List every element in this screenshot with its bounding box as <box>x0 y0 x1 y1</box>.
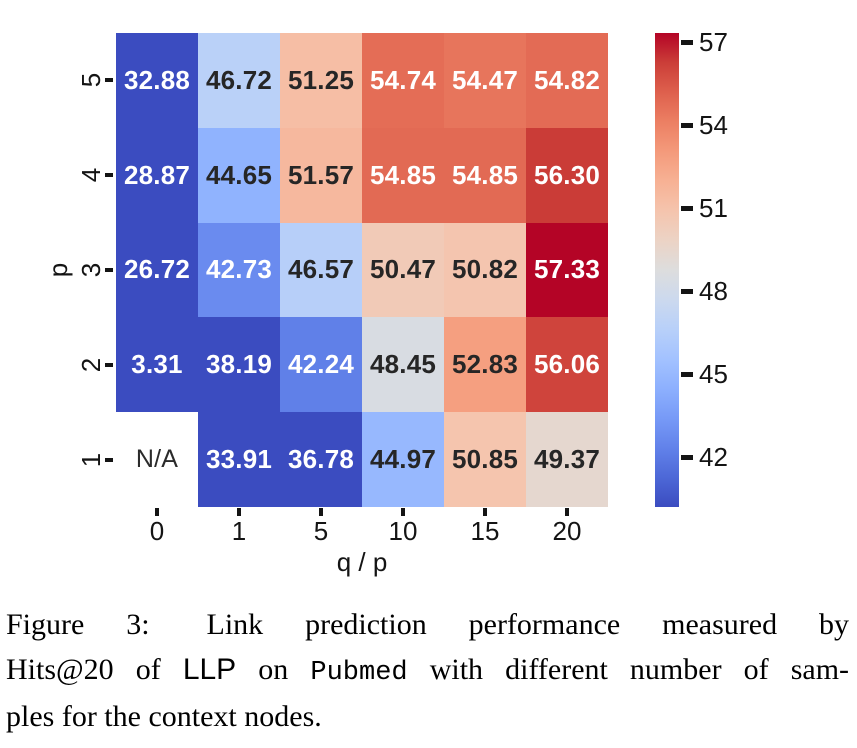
x-tick-label: 0 <box>149 515 165 546</box>
heatmap-grid: 32.88 46.72 51.25 54.74 54.47 54.82 28.87 44.65… <box>116 33 608 507</box>
x-tick-label: 10 <box>388 515 418 546</box>
colorbar-tick-mark <box>681 454 693 460</box>
heatmap-cell-p4-x20: 56.30 <box>526 127 608 223</box>
heatmap-cell-p4-x0: 28.87 <box>116 127 198 223</box>
caption-line-3: ples for the context nodes. <box>6 695 849 740</box>
heatmap-cell-p1-x5: 36.78 <box>280 412 362 507</box>
x-tick-label: 20 <box>552 515 582 546</box>
x-axis-label: q / p <box>336 546 388 577</box>
colorbar-tick-mark <box>681 122 693 128</box>
caption-segment-serif: Hits@20 of <box>6 652 161 686</box>
y-tick-mark <box>105 78 113 83</box>
caption-segment-sans: LLP <box>182 652 237 686</box>
x-tick-label: 15 <box>470 515 500 546</box>
x-tick-label: 5 <box>313 515 329 546</box>
heatmap-cell-p1-x20: 49.37 <box>526 412 608 507</box>
heatmap-cell-p1-x1: 33.91 <box>198 412 280 507</box>
caption-segment-serif: with different number of sam- <box>429 652 850 686</box>
caption-segment-serif: on <box>258 652 289 686</box>
heatmap-cell-p1-x15: 50.85 <box>444 412 526 507</box>
colorbar-tick-label: 51 <box>699 192 728 223</box>
y-tick-mark <box>105 457 113 462</box>
heatmap-cell-p5-x10: 54.74 <box>362 33 444 128</box>
heatmap-cell-p1-x0: N/A <box>116 412 198 507</box>
y-tick-label: 5 <box>75 73 106 88</box>
colorbar-tick-label: 42 <box>699 441 728 472</box>
colorbar <box>655 33 679 507</box>
colorbar-tick-mark <box>681 288 693 294</box>
colorbar-tick-label: 57 <box>699 26 728 57</box>
x-tick-label: 1 <box>231 515 247 546</box>
heatmap-cell-p3-x0: 26.72 <box>116 222 198 318</box>
colorbar-tick-label: 48 <box>699 275 728 306</box>
y-tick-label: 3 <box>75 262 106 278</box>
caption-segment-serif: Figure 3: <box>6 608 165 641</box>
heatmap-cell-p3-x5: 46.57 <box>280 222 362 318</box>
heatmap-cell-p3-x20: 57.33 <box>526 222 608 318</box>
caption-segment-mono: Pubmed <box>310 657 408 688</box>
colorbar-tick-mark <box>681 39 693 45</box>
heatmap-cell-p3-x10: 50.47 <box>362 222 444 318</box>
figure-caption: Figure 3: Link prediction performance me… <box>6 603 849 740</box>
y-tick-label: 2 <box>75 357 106 373</box>
caption-line-2: Hits@20 of LLP on Pubmed with different … <box>6 648 849 696</box>
caption-line-1: Figure 3: Link prediction performance me… <box>6 603 849 648</box>
heatmap-cell-p5-x0: 32.88 <box>116 33 198 128</box>
heatmap-cell-p2-x10: 48.45 <box>362 317 444 413</box>
heatmap-cell-p2-x20: 56.06 <box>526 317 608 413</box>
heatmap-cell-p3-x1: 42.73 <box>198 222 280 318</box>
colorbar-tick-label: 54 <box>699 109 728 140</box>
heatmap-cell-p5-x20: 54.82 <box>526 33 608 128</box>
heatmap-cell-p2-x1: 38.19 <box>198 317 280 413</box>
colorbar-tick-mark <box>681 371 693 377</box>
x-tick-mark <box>565 508 569 516</box>
x-tick-mark <box>155 508 159 516</box>
heatmap-cell-p3-x15: 50.82 <box>444 222 526 318</box>
caption-segment-serif: Link prediction performance measured by <box>206 608 849 641</box>
heatmap-cell-p4-x1: 44.65 <box>198 127 280 223</box>
heatmap-cell-p4-x5: 51.57 <box>280 127 362 223</box>
y-tick-mark <box>105 268 113 272</box>
y-tick-mark <box>105 173 113 178</box>
x-tick-mark <box>319 508 323 516</box>
x-tick-mark <box>483 508 487 516</box>
heatmap-cell-p5-x5: 51.25 <box>280 33 362 128</box>
heatmap-cell-p4-x10: 54.85 <box>362 127 444 223</box>
y-tick-label: 1 <box>75 452 106 467</box>
x-tick-mark <box>237 508 241 516</box>
x-tick-mark <box>401 508 405 516</box>
y-tick-mark <box>105 362 113 367</box>
heatmap-cell-p5-x1: 46.72 <box>198 33 280 128</box>
heatmap-cell-p5-x15: 54.47 <box>444 33 526 128</box>
heatmap-cell-p2-x0: 3.31 <box>116 317 198 413</box>
heatmap-cell-p1-x10: 44.97 <box>362 412 444 507</box>
heatmap-cell-p2-x5: 42.24 <box>280 317 362 413</box>
y-axis-label: p <box>42 262 73 278</box>
heatmap-cell-p2-x15: 52.83 <box>444 317 526 413</box>
colorbar-tick-mark <box>681 205 693 211</box>
colorbar-tick-label: 45 <box>699 358 728 389</box>
y-tick-label: 4 <box>75 167 106 183</box>
heatmap-cell-p4-x15: 54.85 <box>444 127 526 223</box>
caption-segment-serif: ples for the context nodes. <box>6 700 322 733</box>
